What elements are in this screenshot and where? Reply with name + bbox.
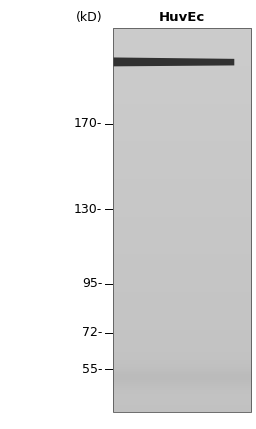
Text: 170-: 170- xyxy=(74,118,102,130)
Text: (kD): (kD) xyxy=(76,11,102,24)
Text: 95-: 95- xyxy=(82,278,102,290)
Text: 72-: 72- xyxy=(82,326,102,339)
Text: 55-: 55- xyxy=(82,363,102,376)
Text: 130-: 130- xyxy=(74,202,102,216)
Bar xyxy=(113,28,251,412)
Text: HuvEc: HuvEc xyxy=(159,11,205,24)
